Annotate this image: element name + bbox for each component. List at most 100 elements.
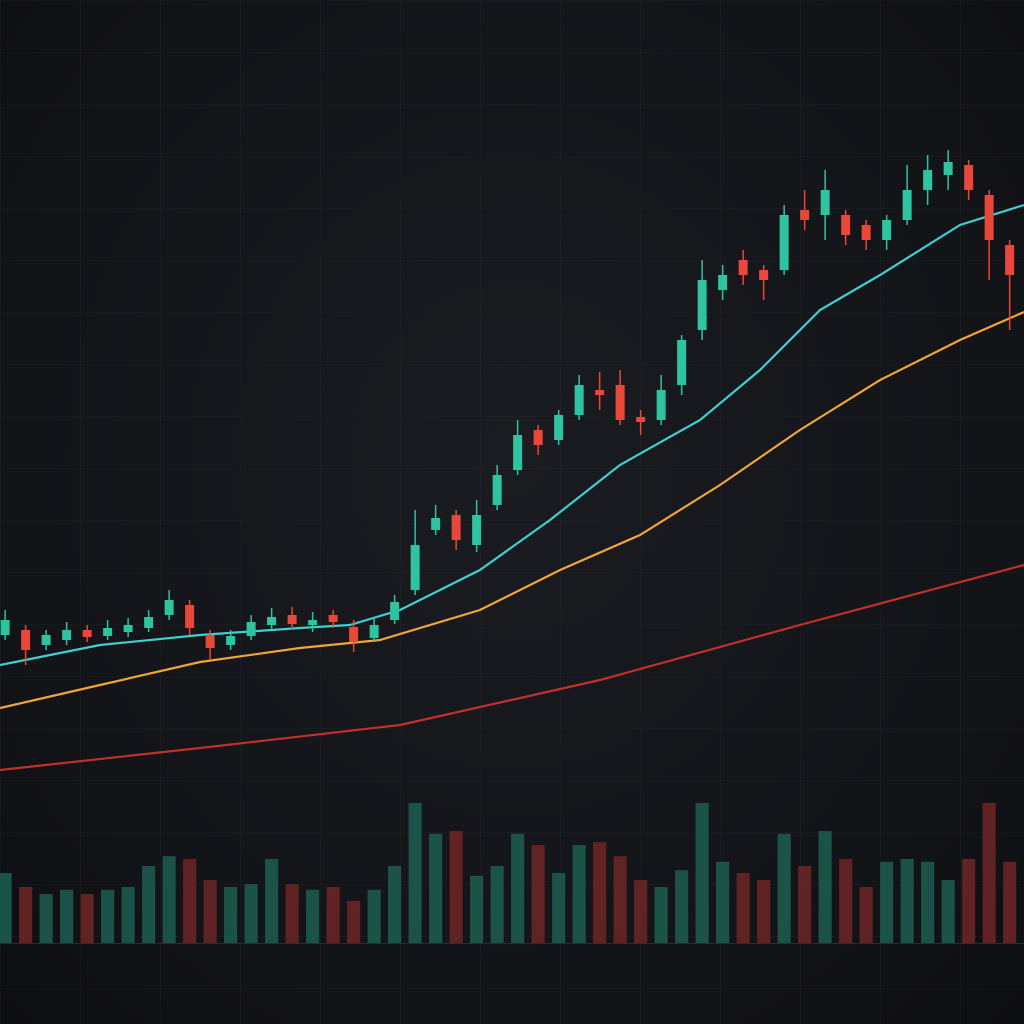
volume-bar: [716, 861, 730, 943]
volume-bar: [757, 880, 771, 943]
volume-bar: [634, 880, 648, 943]
volume-bar: [449, 831, 463, 943]
volume-bar: [347, 901, 361, 943]
candle-body: [103, 628, 113, 636]
candle-body: [287, 615, 297, 624]
moving-average-line: [0, 310, 1024, 710]
candle-body: [82, 630, 92, 637]
volume-bar: [203, 880, 217, 943]
candle-body: [984, 195, 994, 240]
volume-bar: [162, 856, 176, 943]
candle-body: [882, 220, 892, 240]
volume-bar: [962, 859, 976, 943]
volume-bar: [39, 894, 53, 943]
volume-bar: [142, 866, 156, 943]
volume-bar: [388, 866, 402, 943]
candle-body: [554, 415, 564, 440]
candle-body: [697, 280, 707, 330]
volume-bar: [859, 887, 873, 943]
moving-average-line: [0, 563, 1024, 772]
volume-bar: [777, 833, 791, 943]
volume-bar: [265, 859, 279, 943]
candle-body: [164, 600, 174, 615]
candle-body: [759, 270, 769, 280]
candle-body: [861, 225, 871, 240]
candle-body: [677, 340, 687, 385]
candle-body: [595, 390, 605, 395]
volume-bar: [490, 866, 504, 943]
candle-body: [492, 475, 502, 505]
volume-bar: [19, 887, 33, 943]
volume-bar: [80, 894, 94, 943]
volume-bar: [839, 859, 853, 943]
volume-bar: [593, 842, 607, 943]
volume-bar: [654, 887, 668, 943]
candle-body: [390, 602, 400, 620]
volume-bar: [408, 803, 422, 943]
candle-body: [349, 627, 359, 642]
volume-bar: [1003, 861, 1017, 943]
volume-bar: [183, 859, 197, 943]
candle-body: [62, 630, 72, 640]
volume-bar: [900, 859, 914, 943]
candle-body: [656, 390, 666, 420]
candle-body: [267, 617, 277, 625]
candle-body: [513, 435, 523, 470]
volume-bar: [613, 856, 627, 943]
volume-bar: [511, 833, 525, 943]
candle-body: [533, 430, 543, 445]
candle-body: [923, 170, 933, 190]
candle-body: [472, 515, 482, 545]
candle-body: [964, 165, 974, 190]
volume-bar: [429, 833, 443, 943]
candle-body: [41, 635, 51, 645]
volume-bar: [982, 803, 996, 943]
candle-body: [451, 515, 461, 540]
volume-bar: [818, 831, 832, 943]
volume-bar: [572, 845, 586, 943]
candle-body: [943, 162, 953, 175]
moving-average-line: [0, 203, 1024, 667]
volume-bar: [941, 880, 955, 943]
candle-body: [841, 215, 851, 235]
candle-body: [718, 275, 728, 290]
candle-body: [185, 605, 195, 628]
volume-bar: [306, 889, 320, 943]
candle-body: [123, 625, 133, 632]
candle-body: [431, 518, 441, 530]
candle-body: [246, 622, 256, 636]
volume-bar: [675, 870, 689, 943]
volume-bar: [736, 873, 750, 943]
volume-bar: [798, 866, 812, 943]
volume-bar: [695, 803, 709, 943]
candle-body: [636, 417, 646, 422]
candle-body: [820, 190, 830, 215]
candle-body: [369, 625, 379, 638]
candle-body: [902, 190, 912, 220]
candle-body: [0, 620, 10, 635]
candle-body: [205, 635, 215, 648]
volume-bar: [60, 889, 74, 943]
volume-bar: [326, 887, 340, 943]
volume-bar: [224, 887, 238, 943]
candle-body: [226, 636, 236, 645]
volume-bar: [921, 861, 935, 943]
candle-body: [308, 620, 318, 625]
volume-bar: [285, 884, 299, 943]
candle-body: [21, 630, 31, 650]
candle-body: [779, 215, 789, 270]
candle-body: [800, 210, 810, 220]
volume-bar: [552, 873, 566, 943]
volume-bar: [121, 887, 135, 943]
volume-bar: [101, 889, 115, 943]
volume-bar: [531, 845, 545, 943]
candle-body: [1005, 245, 1015, 275]
candle-body: [615, 385, 625, 420]
candle-body: [410, 545, 420, 590]
volume-bar: [244, 884, 258, 943]
candle-body: [144, 617, 154, 628]
volume-bar: [470, 875, 484, 943]
volume-bar: [0, 873, 12, 943]
